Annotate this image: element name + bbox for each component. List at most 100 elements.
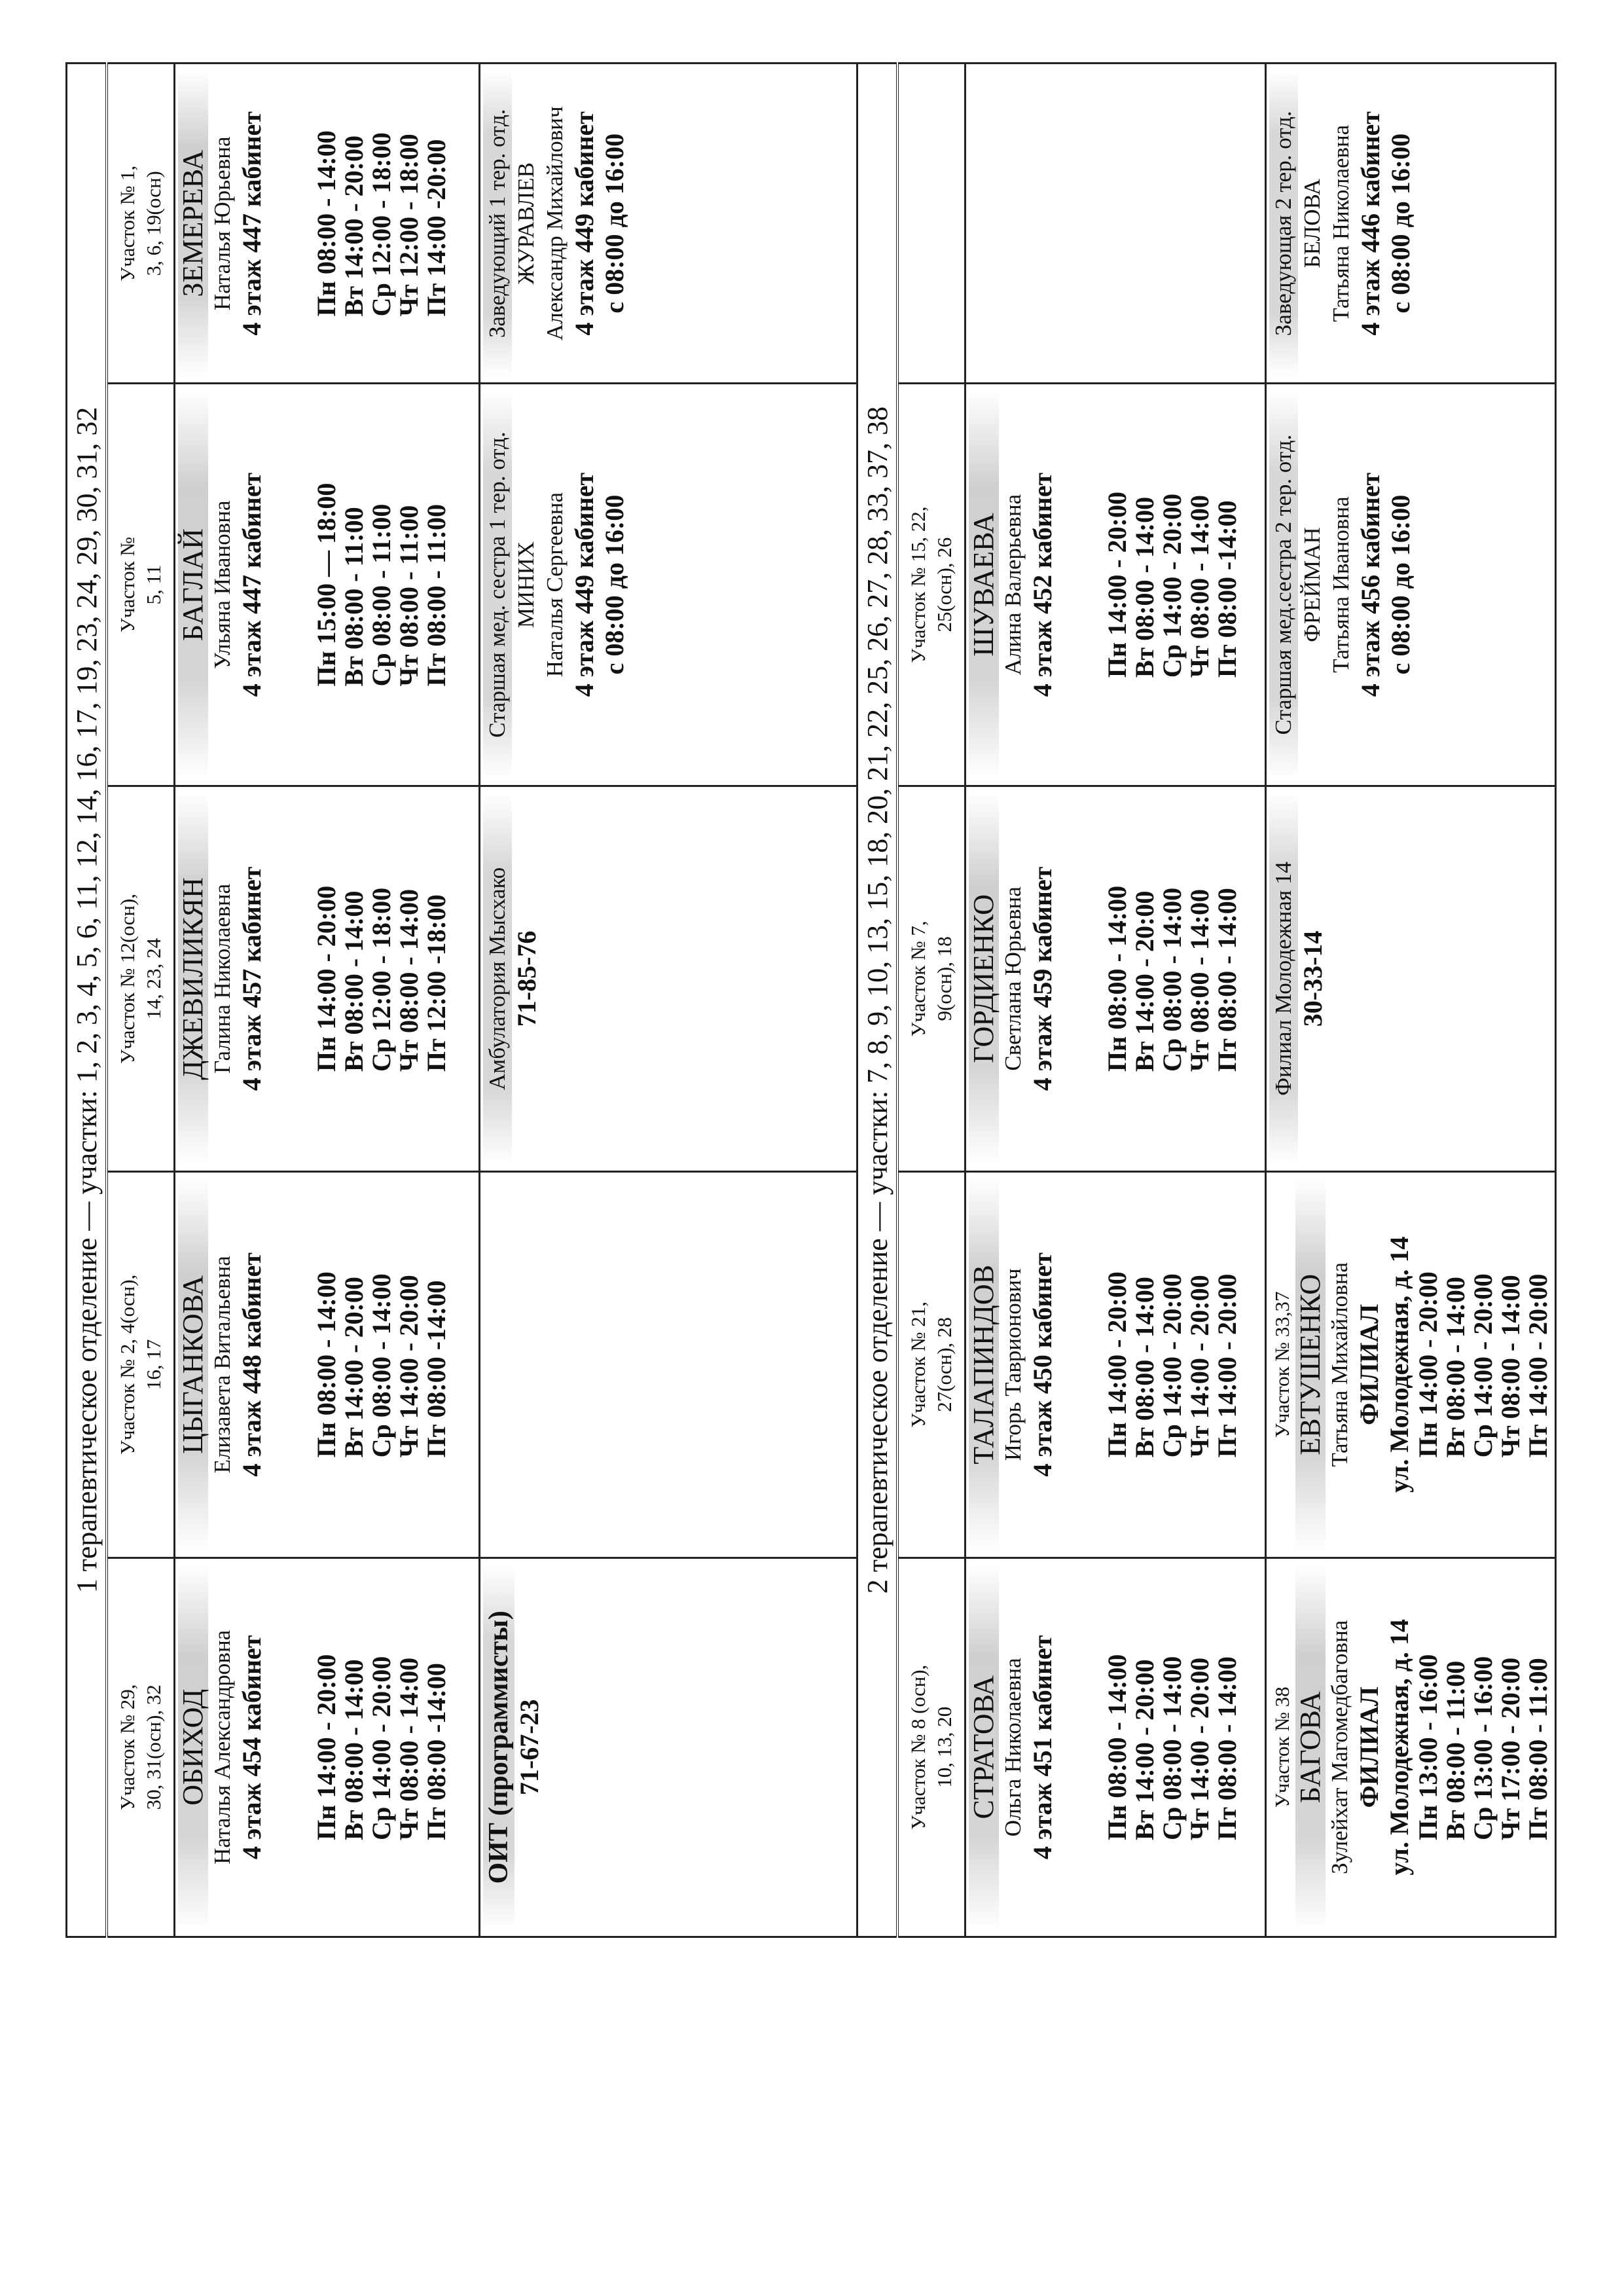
staff-surname: ЕВТУШЕНКО [1294,1179,1326,1550]
schedule-line: Вт 08:00 - 14:00 [339,1659,369,1840]
schedule-line: Ср 12:00 - 18:00 [367,887,396,1072]
schedule-line: Пн 14:00 - 20:00 [1102,492,1132,678]
cell-text: МИНИХ [513,541,539,629]
schedule-table: 1 терапевтическое отделение — участки: 1… [65,62,1557,1938]
schedule-line: Пн 14:00 - 20:00 [312,885,341,1072]
schedule-line: Ср 14:00 - 20:00 [367,1656,396,1840]
work-schedule: Пн 14:00 - 20:00 Вт 08:00 - 14:00 Ср 12:00… [312,885,451,1072]
schedule-line: Ср 08:00 - 14:00 [1157,1656,1187,1840]
cell-text: Ольга Николаевна [1000,1658,1026,1837]
schedule-line: Чт 08:00 - 14:00 [394,1657,424,1840]
district-line: 9(осн), 18 [933,936,956,1021]
work-schedule: Пн 08:00 - 14:00 Вт 14:00 - 20:00 Ср 08:00… [1102,886,1242,1072]
spacer [1058,391,1104,778]
section-title: 2 терапевтическое отделение — участки: 7… [857,63,897,1937]
cell-text: Старшая мед.сестра 2 тер. отд. [1269,391,1298,778]
cell-text: Наталья Александровна [209,1630,235,1865]
cell-text: Филиал Молодежная 14 [1269,793,1298,1165]
district-cell: Участок № 29, 30, 31(осн), 32 [107,1558,175,1937]
district-cell [897,63,965,384]
work-schedule: Пн 13:00 - 16:00 Вт 08:00 - 11:00 Ср 13:00… [1413,1654,1553,1840]
schedule-line: Пн 15:00 — 18:00 [312,483,341,687]
cell-text: Заведующая 2 тер. отд. [1269,71,1298,376]
cell-text: 71-67-23 [514,1699,544,1796]
work-schedule: Пн 14:00 - 20:00 Вт 08:00 - 14:00 Ср 14:00… [312,1654,451,1840]
schedule-line: Пн 13:00 - 16:00 [1413,1654,1443,1840]
district-line: 30, 31(осн), 32 [142,1685,165,1810]
schedule-line: Ср 08:00 - 11:00 [367,503,396,687]
work-schedule: Пн 14:00 - 20:00 Вт 08:00 - 14:00 Ср 14:00… [1102,1271,1242,1458]
cell-text: Александр Михайлович [542,106,568,341]
schedule-line: Ср 14:00 - 20:00 [1468,1273,1498,1458]
schedule-line: Чт 17:00 - 20:00 [1496,1657,1525,1840]
work-schedule: Пн 08:00 - 14:00 Вт 14:00 - 20:00 Ср 08:00… [312,1271,451,1458]
staff-cell: ДЖЕВИЛИКЯН Галина Николаевна 4 этаж 457 ка… [174,786,480,1172]
spacer [267,1565,313,1929]
staff-cell: ТАЛАПИНДОВ Игорь Таврионович 4 этаж 450 ка… [965,1171,1266,1558]
schedule-line: Ср 14:00 - 20:00 [1157,1273,1187,1458]
cell-text: Заведующий 1 тер. отд. [483,71,512,376]
schedule-line: Пн 08:00 - 14:00 [312,1271,341,1458]
district-line: Участок № 38 [1271,1686,1293,1808]
district-line: Участок № 12(осн), [116,893,139,1064]
cell-text: Наталья Сергеевна [542,492,568,678]
schedule-line: Пт 08:00 - 11:00 [1523,1658,1553,1840]
schedule-line: Пт 08:00 - 14:00 [1212,1656,1242,1840]
schedule-line: Вт 14:00 - 20:00 [1130,890,1159,1072]
schedule-line: Пн 14:00 - 20:00 [1413,1271,1443,1458]
district-line: 25(осн), 26 [933,537,956,632]
schedule-line: Пн 08:00 - 14:00 [312,130,341,317]
schedule-line: Чт 08:00 - 14:00 [1496,1275,1525,1458]
staff-cell: СТРАТОВА Ольга Николаевна 4 этаж 451 кабин… [965,1558,1266,1937]
spacer [267,391,313,778]
staff-cell: Старшая мед. сестра 1 тер. отд. МИНИХ Ната… [479,383,857,786]
schedule-line: Ср 13:00 - 16:00 [1468,1656,1498,1840]
district-line: Участок № 2, 4(осн), [116,1274,139,1455]
cell-text: 4 этаж 459 кабинет [1028,866,1057,1091]
staff-cell: ОИТ (программисты) 71-67-23 [479,1558,857,1937]
work-schedule: Пн 14:00 - 20:00 Вт 08:00 - 14:00 Ср 14:00… [1102,492,1242,678]
cell-text: ОИТ (программисты) [483,1565,514,1929]
spacer [1058,793,1104,1164]
district-line: 3, 6, 19(осн) [142,171,165,276]
staff-cell: Заведующая 2 тер. отд. БЕЛОВА Татьяна Нико… [1265,63,1556,384]
staff-cell: Участок № 33,37 ЕВТУШЕНКО Татьяна Михайлов… [1265,1171,1556,1558]
staff-cell: БАГЛАЙ Ульяна Ивановна 4 этаж 447 кабинет П… [174,383,480,786]
schedule-line: Чт 12:00 - 18:00 [394,134,424,317]
cell-text: 4 этаж 454 кабинет [237,1635,266,1859]
schedule-line: Чт 08:00 - 14:00 [394,888,424,1072]
staff-cell [479,1171,857,1558]
work-schedule: Пн 14:00 - 20:00 Вт 08:00 - 14:00 Ср 14:00… [1413,1271,1553,1458]
cell-text: 4 этаж 447 кабинет [237,472,266,697]
district-line: Участок № 21, [907,1302,929,1428]
cell-text: ул. Молодежная, д. 14 [1384,1619,1414,1876]
staff-cell [965,63,1266,384]
schedule-line: Чт 14:00 - 20:00 [1185,1657,1214,1840]
cell-text: Алина Валерьевна [1000,494,1026,676]
district-line: Участок № 29, [116,1684,139,1811]
district-header-row: Участок № 29, 30, 31(осн), 32 Участок № 2,… [107,63,175,1937]
staff-surname: ЗЕМЕРЕВА [177,71,209,376]
schedule-line: Пт 14:00 - 20:00 [1523,1273,1553,1458]
cell-text: ФИЛИАЛ [1354,1303,1384,1425]
cell-text: 4 этаж 450 кабинет [1028,1252,1057,1477]
cell-text: Зулейхат Магомедбаговна [1327,1620,1352,1874]
schedule-line: Ср 14:00 - 20:00 [1157,494,1187,678]
spacer [1058,1565,1104,1929]
district-line: Участок № 7, [907,920,929,1037]
cell-text: с 08:00 до 16:00 [1386,494,1415,675]
schedule-line: Ср 12:00 - 18:00 [367,132,396,317]
table-row: ОБИХОД Наталья Александровна 4 этаж 454 ка… [174,63,480,1937]
cell-text: Светлана Юрьевна [1000,886,1026,1071]
spacer [1058,1179,1104,1550]
schedule-line: Вт 08:00 - 14:00 [339,890,369,1072]
district-cell: Участок № 21, 27(осн), 28 [897,1171,965,1558]
schedule-line: Пт 14:00 - 20:00 [1212,1273,1242,1458]
schedule-line: Чт 08:00 - 11:00 [394,505,424,687]
table-row: ОИТ (программисты) 71-67-23 Амбулатория Мы… [479,63,857,1937]
table-row: СТРАТОВА Ольга Николаевна 4 этаж 451 кабин… [965,63,1266,1937]
staff-cell: Заведующий 1 тер. отд. ЖУРАВЛЕВ Александр … [479,63,857,384]
schedule-line: Ср 08:00 - 14:00 [367,1273,396,1458]
district-line: 5, 11 [142,564,165,605]
staff-cell: ГОРДИЕНКО Светлана Юрьевна 4 этаж 459 каби… [965,786,1266,1172]
